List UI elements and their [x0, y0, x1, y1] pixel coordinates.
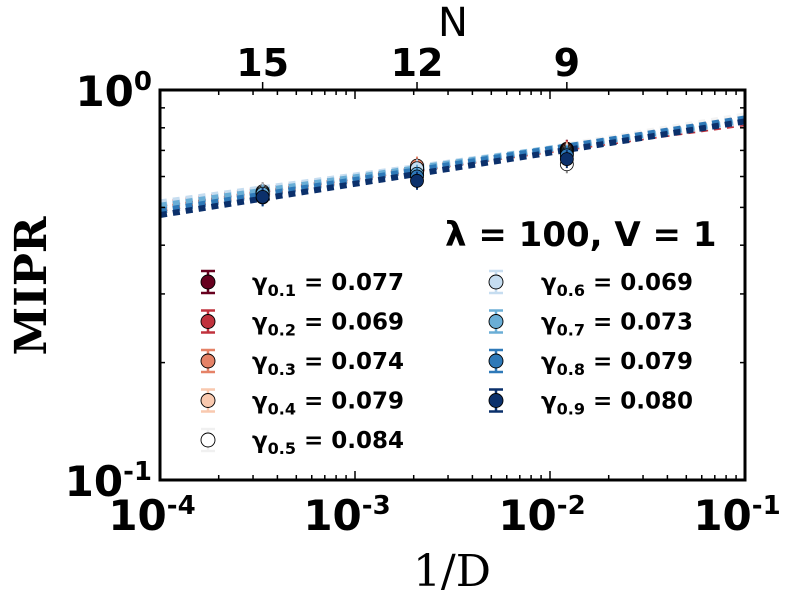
x-tick-label: 10-2: [498, 491, 585, 540]
data-markers: [255, 139, 574, 207]
top-tick-label: 9: [554, 41, 580, 85]
legend-marker: [200, 274, 216, 290]
chart-annotation: λ = 100, V = 1: [445, 215, 717, 255]
legend-entry: γ0.5 = 0.084: [200, 427, 404, 458]
fit-line: [159, 117, 746, 211]
legend-label: γ0.7 = 0.073: [541, 310, 693, 340]
fit-line: [159, 115, 746, 214]
y-tick-label: 10-1: [65, 457, 152, 506]
data-point: [559, 152, 574, 166]
top-tick-labels: 15 12 9: [236, 41, 580, 85]
legend-entry: γ0.8 = 0.079: [488, 348, 693, 379]
minor-ticks: [159, 82, 745, 480]
data-point: [410, 173, 424, 188]
legend-label: γ0.2 = 0.069: [252, 310, 404, 340]
y-tick-label: 100: [75, 67, 152, 116]
legend-marker: [488, 314, 504, 329]
x-tick-label: 10-1: [693, 491, 780, 540]
fit-line: [159, 118, 746, 206]
legend-label: γ0.9 = 0.080: [541, 389, 693, 419]
x-tick-label: 10-4: [108, 491, 195, 540]
legend-entry: γ0.3 = 0.074: [200, 348, 404, 379]
fit-line: [159, 112, 746, 217]
fit-line: [159, 118, 746, 218]
legend-marker: [488, 274, 504, 290]
legend-label: γ0.1 = 0.077: [252, 270, 404, 300]
legend-marker: [488, 353, 504, 369]
legend-entry: γ0.2 = 0.069: [200, 309, 404, 340]
legend-marker: [488, 393, 504, 408]
legend: γ0.1 = 0.077 γ0.2 = 0.069 γ0.3 = 0.074 γ0.4…: [200, 269, 693, 458]
data-point: [255, 189, 270, 204]
fit-line: [159, 116, 746, 213]
plot-frame: [158, 88, 747, 482]
top-tick-label: 12: [391, 41, 444, 85]
top-tick-label: 15: [236, 41, 289, 85]
fit-line: [159, 117, 746, 209]
legend-label: γ0.5 = 0.084: [252, 428, 404, 458]
legend-entry: γ0.6 = 0.069: [488, 269, 693, 300]
legend-label: γ0.6 = 0.069: [541, 270, 693, 300]
y-axis-label: MIPR: [6, 216, 57, 355]
fit-lines: [159, 112, 746, 218]
legend-entry: γ0.4 = 0.079: [200, 388, 404, 419]
fit-line: [159, 120, 746, 208]
legend-label: γ0.8 = 0.079: [541, 349, 693, 379]
x-tick-labels: 10-4 10-3 10-2 10-1: [108, 491, 780, 540]
legend-entry: γ0.1 = 0.077: [200, 269, 404, 300]
legend-marker: [200, 432, 216, 448]
legend-marker: [200, 353, 216, 369]
legend-label: γ0.3 = 0.074: [252, 349, 404, 379]
legend-marker: [200, 393, 216, 408]
x-tick-label: 10-3: [303, 491, 390, 540]
top-axis-label: N: [438, 0, 468, 46]
legend-entry: γ0.9 = 0.080: [488, 388, 693, 419]
y-tick-labels: 100 10-1: [65, 67, 152, 506]
legend-label: γ0.4 = 0.079: [252, 389, 404, 419]
x-axis-label: 1/D: [413, 546, 491, 597]
legend-marker: [200, 314, 216, 329]
legend-entry: γ0.7 = 0.073: [488, 309, 693, 340]
